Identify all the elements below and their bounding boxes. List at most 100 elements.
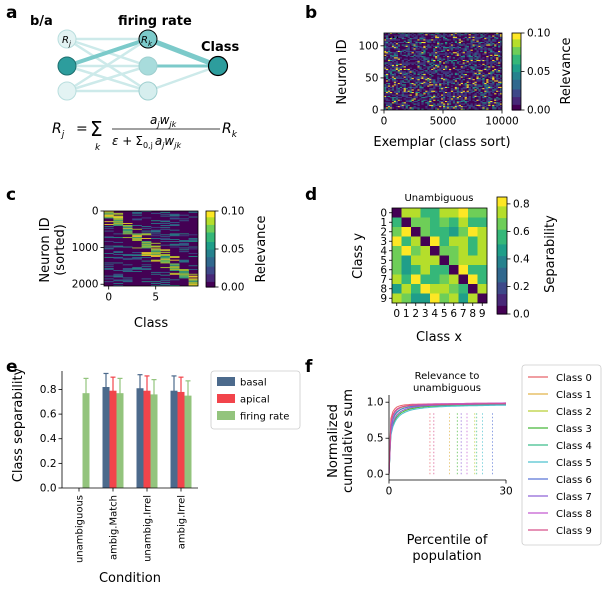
chart-b-cell xyxy=(423,92,426,94)
chart-b-cell xyxy=(405,76,408,78)
chart-d-cell-9-0 xyxy=(392,293,402,304)
chart-c-cell xyxy=(113,223,124,224)
edge-basal-2-rate-1 xyxy=(66,64,149,93)
chart-c-cell xyxy=(113,285,124,286)
chart-b-cell xyxy=(425,58,428,60)
chart-b-cell xyxy=(417,108,420,110)
chart-b-cell xyxy=(484,92,487,94)
chart-f-legend-label-9: Class 9 xyxy=(556,526,592,537)
panel-label-d: d xyxy=(305,185,317,205)
chart-b-cell xyxy=(407,45,410,47)
chart-b-cell xyxy=(395,88,399,90)
chart-b-cell xyxy=(443,77,446,79)
chart-b-cell xyxy=(443,47,446,49)
chart-b-cell xyxy=(419,38,422,40)
chart-b-cell xyxy=(437,52,440,54)
chart-b-cell xyxy=(425,95,428,97)
chart-b-cell xyxy=(462,76,465,78)
chart-b-cell xyxy=(474,63,477,65)
chart-b-cell xyxy=(448,102,452,104)
chart-b-cell xyxy=(462,75,465,77)
chart-b-cell xyxy=(486,59,489,61)
chart-b-cell xyxy=(474,52,477,54)
chart-c-cell xyxy=(122,264,133,266)
chart-b-cell xyxy=(393,99,397,101)
chart-b-cell xyxy=(454,79,458,81)
chart-c-cell xyxy=(113,254,124,255)
chart-c-colorbar-segment-4 xyxy=(206,277,215,280)
chart-b-cell xyxy=(415,94,418,96)
chart-c-cell xyxy=(132,236,142,238)
chart-b-cell xyxy=(385,41,389,44)
chart-b-cell xyxy=(488,62,491,64)
chart-f-xtick-label-1: 30 xyxy=(499,486,512,498)
chart-b-cell xyxy=(423,81,426,83)
chart-c-cell xyxy=(141,266,152,268)
chart-b-cell xyxy=(474,66,477,68)
chart-c-cell xyxy=(169,273,180,275)
chart-c-cell xyxy=(160,252,171,254)
chart-b-cell xyxy=(462,74,465,76)
chart-c-cell xyxy=(160,244,171,246)
chart-c-cell xyxy=(179,243,189,245)
chart-b-cell xyxy=(411,98,414,100)
chart-b-cell xyxy=(496,77,499,79)
chart-d-cell-1-4 xyxy=(430,217,440,228)
chart-b-cell xyxy=(456,68,460,70)
chart-b-cell xyxy=(407,50,410,52)
chart-b-cell xyxy=(413,38,416,40)
chart-b-cell xyxy=(490,62,493,64)
chart-b-cell xyxy=(484,93,487,95)
chart-b-cell xyxy=(425,90,428,92)
chart-b-cell xyxy=(384,66,387,68)
chart-b-cell xyxy=(393,101,397,103)
chart-b-cell xyxy=(474,81,477,83)
chart-b-cell xyxy=(448,94,452,96)
chart-b-cell xyxy=(443,84,446,86)
chart-b-cell xyxy=(405,54,408,56)
chart-e-ytick-label-3: 0.6 xyxy=(40,409,57,421)
chart-b-cell xyxy=(458,34,461,36)
chart-c-cell xyxy=(141,268,152,269)
chart-b-cell xyxy=(460,48,463,50)
chart-b-cell xyxy=(474,86,477,88)
chart-b-cell xyxy=(401,44,404,46)
chart-b-cell xyxy=(415,83,418,85)
chart-b-cell xyxy=(389,93,393,95)
chart-b-cell xyxy=(411,62,414,64)
chart-b-cell xyxy=(433,68,436,70)
chart-b-cell xyxy=(486,90,489,92)
chart-b-cell xyxy=(470,52,473,54)
chart-b-cell xyxy=(474,103,477,105)
chart-b-cell xyxy=(472,90,475,92)
chart-c-cell xyxy=(141,238,152,239)
chart-d-xtick-label-6: 6 xyxy=(450,308,457,320)
chart-b-cell xyxy=(393,81,397,83)
chart-b-cell xyxy=(441,97,444,99)
chart-c-cell xyxy=(151,271,161,273)
chart-d-cell-6-0 xyxy=(392,265,402,275)
chart-c-cell xyxy=(188,278,199,280)
chart-b-cell xyxy=(441,53,444,55)
chart-b-cell xyxy=(490,84,493,86)
chart-b-cell xyxy=(478,38,481,40)
chart-b-cell xyxy=(405,95,408,97)
chart-b-cell xyxy=(431,102,434,104)
chart-b-colorbar-segment-5 xyxy=(512,98,521,101)
chart-c-cell xyxy=(160,278,171,280)
chart-b-cell xyxy=(446,79,450,81)
chart-b-cell xyxy=(484,97,487,99)
chart-b-cell xyxy=(458,71,461,73)
chart-b-cell xyxy=(458,41,461,44)
chart-b-cell xyxy=(454,106,458,108)
chart-b-cell xyxy=(403,40,406,42)
chart-b-cell xyxy=(452,83,456,85)
chart-b-cell xyxy=(474,83,477,85)
chart-b-cell xyxy=(389,57,393,59)
chart-b-cell xyxy=(452,34,456,36)
chart-b-cell xyxy=(484,43,487,45)
chart-b-cell xyxy=(476,40,479,42)
chart-b-cell xyxy=(425,84,428,86)
panel-label-a: a xyxy=(6,3,17,23)
chart-c-cell xyxy=(132,234,142,236)
